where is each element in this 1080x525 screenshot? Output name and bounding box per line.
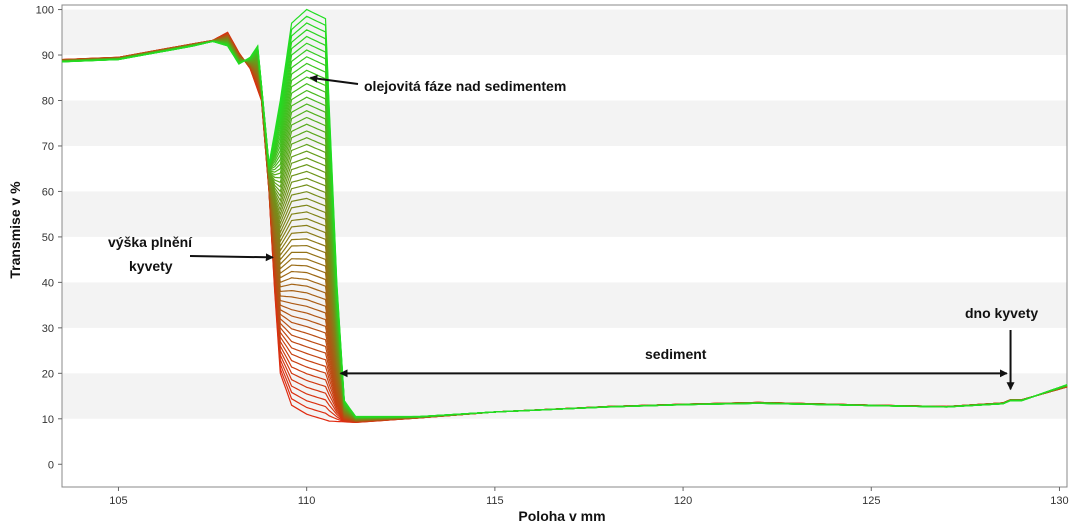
y-tick-label: 0 <box>48 459 54 471</box>
grid-band <box>62 191 1067 237</box>
y-axis-title: Transmise v % <box>7 181 23 279</box>
x-tick-label: 115 <box>486 495 504 507</box>
y-tick-label: 10 <box>42 414 54 426</box>
annotation-sediment: sediment <box>645 346 707 362</box>
series-last-profile <box>61 8 1068 418</box>
y-tick-label: 40 <box>42 277 54 289</box>
y-tick-label: 70 <box>42 141 54 153</box>
series-layer <box>61 8 1068 424</box>
grid-bands <box>62 9 1067 419</box>
grid-band <box>62 373 1067 419</box>
x-tick-label: 120 <box>674 495 692 507</box>
annotation-fill-height-line1: výška plnění <box>108 234 193 250</box>
annotation-oil-phase: olejovitá fáze nad sedimentem <box>364 78 566 94</box>
y-tick-label: 60 <box>42 186 54 198</box>
y-tick-label: 80 <box>42 95 54 107</box>
x-tick-label: 105 <box>109 495 127 507</box>
arrow-fill-height <box>189 253 274 262</box>
x-axis-title: Poloha v mm <box>518 508 605 524</box>
y-axis-ticks: 0 10 20 30 40 50 60 70 80 90 100 <box>36 5 62 471</box>
y-tick-label: 90 <box>42 50 54 62</box>
y-tick-label: 50 <box>42 232 54 244</box>
annotation-cuvette-bottom: dno kyvety <box>965 305 1038 321</box>
x-tick-label: 110 <box>298 495 316 507</box>
plot-frame <box>61 4 1068 488</box>
x-axis-ticks: 105 110 115 120 125 130 <box>109 487 1069 507</box>
grid-band <box>62 282 1067 328</box>
x-tick-label: 130 <box>1050 495 1068 507</box>
grid-band <box>62 9 1067 56</box>
y-tick-label: 100 <box>36 5 54 17</box>
y-tick-label: 30 <box>42 323 54 335</box>
arrow-oil-phase <box>309 74 359 85</box>
x-tick-label: 125 <box>862 495 880 507</box>
annotations <box>189 74 1015 391</box>
y-tick-label: 20 <box>42 368 54 380</box>
grid-band <box>62 100 1067 146</box>
annotation-fill-height-line2: kyvety <box>129 258 173 274</box>
